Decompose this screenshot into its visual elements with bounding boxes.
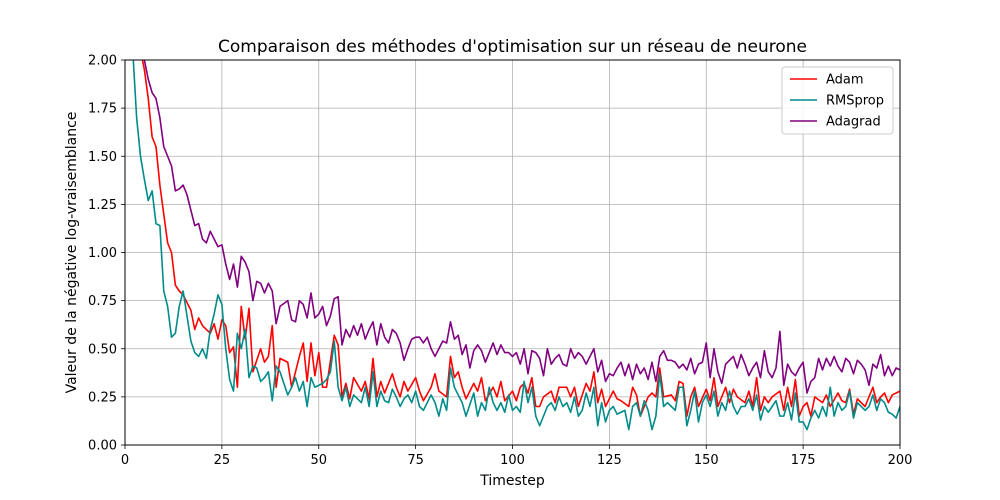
y-tick-label: 1.25 — [88, 198, 117, 213]
y-tick-label: 1.00 — [88, 246, 117, 261]
x-tick-label: 25 — [214, 453, 231, 468]
y-axis-label: Valeur de la négative log-vraisemblance — [64, 112, 80, 394]
legend-label-adagrad: Adagrad — [826, 115, 881, 130]
series-line-adagrad — [143, 60, 900, 394]
y-tick-label: 1.75 — [88, 102, 117, 117]
x-axis-label: Timestep — [479, 473, 545, 489]
chart-title: Comparaison des méthodes d'optimisation … — [218, 37, 807, 57]
y-tick-label: 2.00 — [88, 54, 117, 69]
series-line-rmsprop — [132, 60, 900, 431]
legend: Adam RMSprop Adagrad — [781, 66, 894, 135]
y-tick-label: 1.50 — [88, 150, 117, 165]
x-tick-label: 50 — [310, 453, 327, 468]
x-axis-ticks: 0 25 50 75 100 125 150 175 200 — [121, 445, 913, 468]
x-tick-label: 175 — [791, 453, 816, 468]
x-tick-label: 150 — [694, 453, 719, 468]
x-tick-label: 125 — [597, 453, 622, 468]
y-tick-label: 0.25 — [88, 390, 117, 405]
y-tick-label: 0.50 — [88, 342, 117, 357]
y-axis-ticks: 0.00 0.25 0.50 0.75 1.00 1.25 1.50 1.75 2.00 — [88, 54, 125, 454]
x-tick-label: 100 — [500, 453, 525, 468]
x-tick-label: 75 — [407, 453, 424, 468]
y-tick-label: 0.00 — [88, 439, 117, 454]
x-tick-label: 200 — [888, 453, 913, 468]
series-line-adam — [141, 60, 900, 417]
legend-label-adam: Adam — [826, 73, 864, 88]
x-tick-label: 0 — [121, 453, 129, 468]
y-tick-label: 0.75 — [88, 294, 117, 309]
legend-label-rmsprop: RMSprop — [826, 94, 884, 109]
series-layer — [132, 60, 900, 431]
legend-box — [781, 66, 894, 135]
